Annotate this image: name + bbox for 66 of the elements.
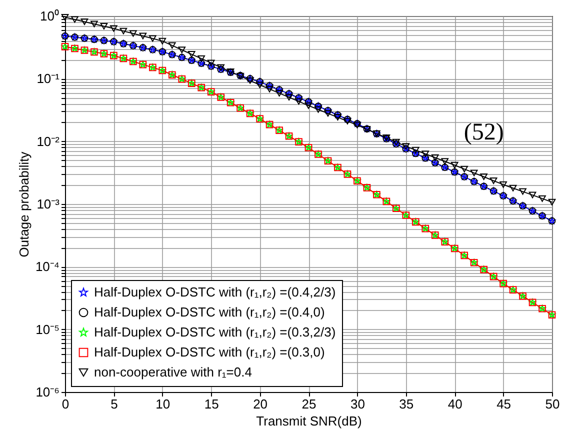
point (422, 150, 430, 158)
point (500, 181, 507, 188)
x-tick-label: 15 (204, 396, 219, 412)
point (480, 174, 488, 180)
point (431, 154, 439, 161)
point (266, 86, 274, 92)
point (168, 42, 176, 49)
y-tick-label: 10⁻⁵ (36, 322, 60, 337)
point (519, 188, 526, 195)
x-tick-label: 25 (302, 396, 316, 412)
x-axis-title: Transmit SNR(dB) (256, 414, 362, 428)
point (158, 38, 166, 44)
y-tick-label: 10⁰ (40, 8, 60, 24)
x-tick-label: 20 (253, 396, 268, 412)
point (198, 55, 206, 62)
point (334, 114, 342, 121)
y-tick-label: 10⁻¹ (36, 71, 60, 86)
point (528, 192, 536, 198)
point (295, 98, 302, 105)
point (120, 28, 128, 34)
x-tick-label: 35 (399, 396, 414, 412)
x-tick-label: 45 (496, 396, 512, 412)
point (256, 82, 264, 88)
x-tick-label: 0 (62, 396, 70, 412)
legend-label: Half-Duplex O-DSTC with (r₁,r₂) =(0.3,2/3) (94, 324, 336, 340)
point (412, 146, 420, 154)
point (470, 170, 478, 176)
point (450, 162, 458, 168)
point (324, 110, 332, 117)
x-tick-label: 40 (448, 396, 462, 412)
y-tick-label: 10⁻³ (36, 196, 60, 212)
y-tick-label: 10⁻² (36, 134, 60, 149)
point (110, 25, 118, 32)
y-tick-label: 10⁻⁶ (36, 384, 60, 400)
point (80, 18, 88, 26)
point (314, 106, 322, 113)
point (460, 166, 468, 172)
point (178, 46, 186, 54)
point (188, 51, 196, 58)
point (139, 32, 147, 40)
point (441, 158, 449, 165)
point (402, 143, 410, 150)
point (207, 60, 215, 66)
point (304, 102, 312, 109)
x-tick-label: 50 (545, 396, 560, 412)
x-tick-label: 30 (350, 396, 365, 412)
point (149, 35, 156, 42)
point (548, 198, 556, 206)
point (538, 195, 546, 202)
y-axis-title: Outage probability (16, 151, 32, 258)
y-tick-label: 10⁻⁴ (35, 259, 60, 274)
point (90, 20, 98, 28)
legend-label: Half-Duplex O-DSTC with (r₁,r₂) =(0.4,2/3) (94, 284, 336, 300)
legend-label: non-cooperative with r₁=0.4 (94, 364, 252, 380)
point (276, 90, 283, 96)
point (490, 178, 498, 184)
point (71, 16, 78, 23)
point (285, 94, 293, 101)
point (130, 30, 137, 37)
x-tick-label: 5 (110, 396, 118, 412)
point (509, 184, 517, 192)
legend-label: Half-Duplex O-DSTC with (r₁,r₂) =(0.4,0) (94, 304, 325, 320)
legend-label: Half-Duplex O-DSTC with (r₁,r₂) =(0.3,0) (94, 344, 325, 360)
x-tick-label: 10 (156, 396, 170, 412)
annotation: (52) (464, 120, 504, 146)
point (100, 23, 108, 30)
